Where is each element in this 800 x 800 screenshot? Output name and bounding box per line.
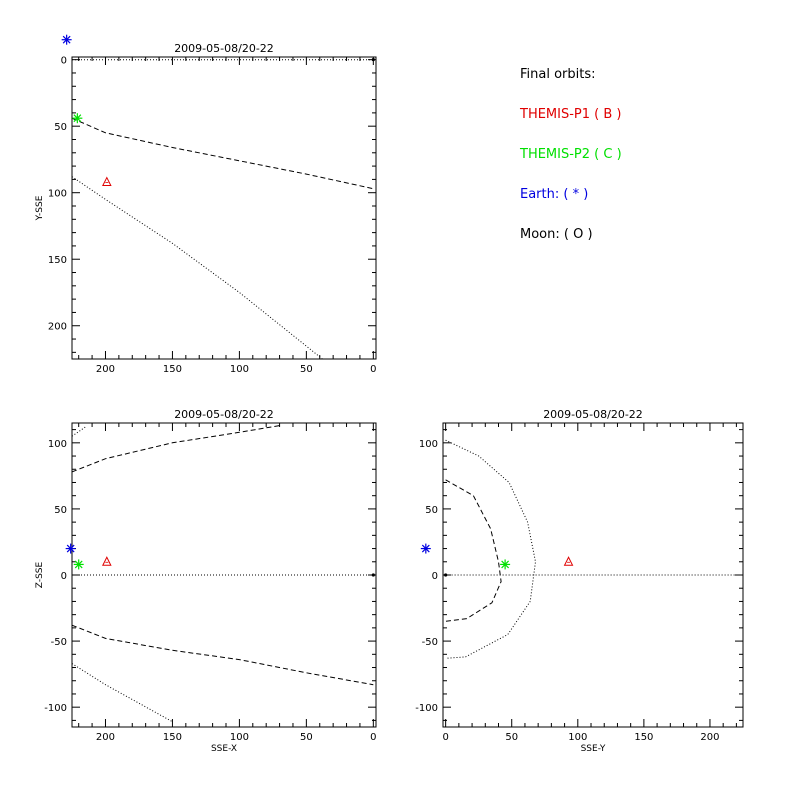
x-tick-label: 0 <box>442 732 448 743</box>
legend-title: Final orbits: <box>520 67 596 82</box>
orbit-lines <box>445 439 743 659</box>
orbit-dotted-line <box>72 663 173 723</box>
legend-item-themis-p1: THEMIS-P1 ( B ) <box>520 107 622 122</box>
y-tick-label: -50 <box>422 637 438 648</box>
orbit-dotted-line <box>445 439 537 659</box>
y-tick-label: 200 <box>48 322 67 333</box>
earth-marker <box>65 543 76 554</box>
x-tick-label: 50 <box>300 364 313 375</box>
x-tick-label: 50 <box>505 732 518 743</box>
themis-p2-marker <box>500 559 511 570</box>
x-tick-label: 100 <box>568 732 587 743</box>
x-tick-label: 150 <box>634 732 653 743</box>
x-tick-label: 200 <box>700 732 719 743</box>
y-tick-label: -100 <box>44 703 67 714</box>
x-axis-label: SSE-Y <box>581 744 606 754</box>
x-tick-label: 200 <box>96 364 115 375</box>
x-tick-label: 150 <box>163 364 182 375</box>
orbit-lines <box>72 425 374 723</box>
x-tick-label: 150 <box>163 732 182 743</box>
y-tick-label: 100 <box>419 439 438 450</box>
plot-title: 2009-05-08/20-22 <box>543 408 643 421</box>
moon-marker <box>444 573 448 577</box>
earth-marker <box>420 543 431 554</box>
x-tick-label: 0 <box>370 732 376 743</box>
y-tick-label: 0 <box>432 571 438 582</box>
x-tick-label: 50 <box>300 732 313 743</box>
panel-1: 2009-05-08/20-22 200 150 100 50 0 0 50 100 150 200… <box>35 34 377 375</box>
x-tick-label: 200 <box>96 732 115 743</box>
orbit-dotted-line <box>72 176 323 359</box>
y-tick-label: 50 <box>425 505 438 516</box>
plot-title: 2009-05-08/20-22 <box>174 42 274 55</box>
themis-p1-marker <box>102 176 112 187</box>
x-axis-label: SSE-X <box>211 744 237 754</box>
y-tick-label: -50 <box>51 637 67 648</box>
y-tick-label: -100 <box>415 703 438 714</box>
themis-p1-marker <box>563 556 574 566</box>
x-tick-label: 0 <box>370 364 376 375</box>
y-tick-label: 150 <box>48 255 67 266</box>
legend-item-moon: Moon: ( O ) <box>520 227 593 242</box>
y-tick-label: 50 <box>54 122 67 133</box>
orbit-dashed-line <box>72 425 280 473</box>
orbit-dashed-line <box>445 479 502 622</box>
orbit-dashed-line <box>72 117 374 190</box>
orbit-lines <box>72 59 374 359</box>
earth-marker <box>61 34 72 45</box>
themis-p2-marker <box>72 113 83 124</box>
y-tick-label: 50 <box>54 505 67 516</box>
y-axis-label: Z-SSE <box>35 562 45 589</box>
moon-marker <box>371 58 375 62</box>
legend-item-earth: Earth: ( * ) <box>520 187 589 202</box>
themis-p1-marker <box>102 556 112 566</box>
legend-item-themis-p2: THEMIS-P2 ( C ) <box>520 147 622 162</box>
legend: Final orbits: THEMIS-P1 ( B ) THEMIS-P2 … <box>520 66 622 266</box>
themis-p2-marker <box>73 559 84 570</box>
y-tick-label: 100 <box>48 189 67 200</box>
plot-frame <box>71 56 377 360</box>
panel-3: 2009-05-08/20-22 0 50 100 150 200 -100 -50 0 50 10… <box>415 408 744 754</box>
y-tick-label: 100 <box>48 439 67 450</box>
orbit-dotted-line <box>72 426 86 437</box>
moon-marker <box>371 573 375 577</box>
x-tick-label: 100 <box>230 364 249 375</box>
x-tick-label: 100 <box>230 732 249 743</box>
y-axis-label: Y-SSE <box>35 195 45 221</box>
y-tick-label: 0 <box>61 56 67 67</box>
y-tick-label: 0 <box>61 571 67 582</box>
orbit-dashed-line <box>72 624 374 686</box>
plot-title: 2009-05-08/20-22 <box>174 408 274 421</box>
panel-2: 2009-05-08/20-22 200 150 100 50 0 -100 -50 0 50 10… <box>35 408 377 754</box>
